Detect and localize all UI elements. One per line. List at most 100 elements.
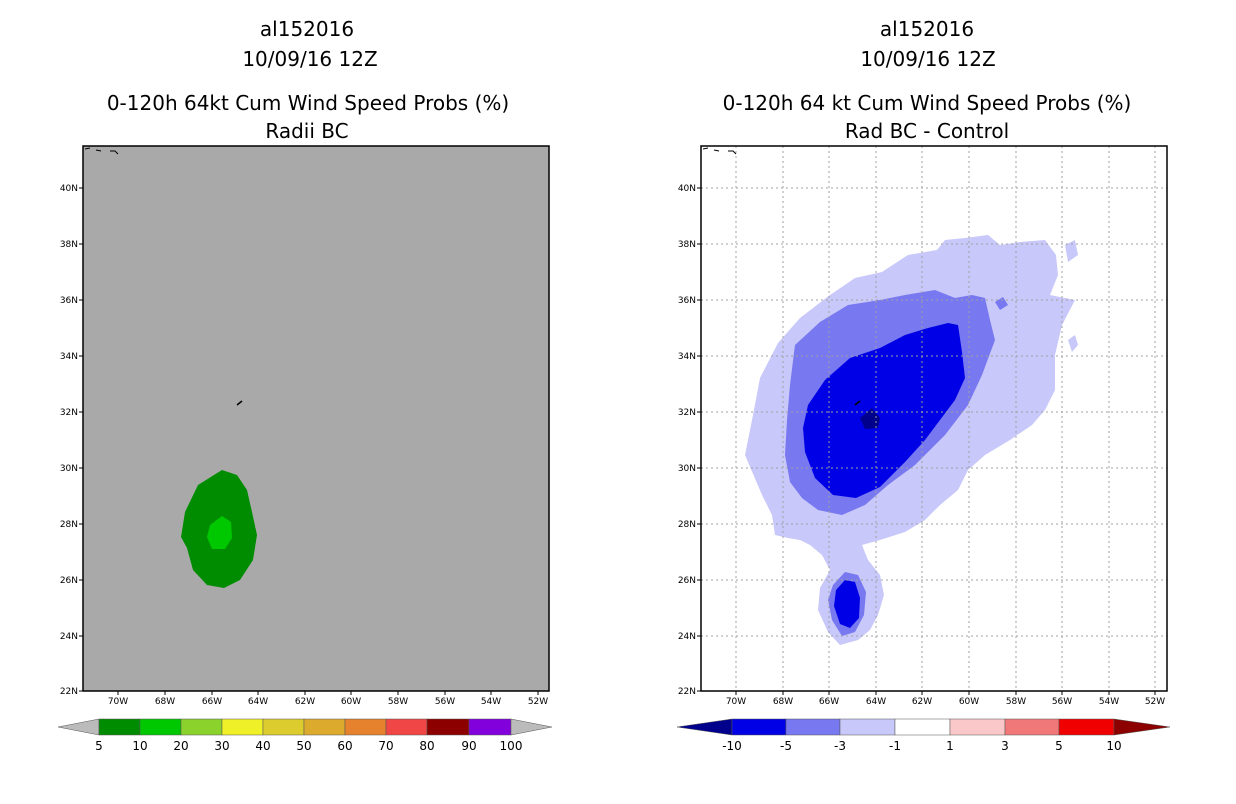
right-colorbar-bin — [894, 718, 951, 736]
left-colorbar-bin — [468, 718, 512, 736]
right-colorbar-right-arrow — [1113, 718, 1171, 736]
left-colorbar-label: 10 — [132, 739, 147, 753]
right-lat-label: 24N — [678, 632, 696, 642]
left-lon-label: 64W — [248, 697, 268, 707]
left-lon-ticks — [117, 691, 539, 695]
right-colorbar-label: -1 — [889, 739, 901, 753]
right-colorbar-label: 10 — [1106, 739, 1121, 753]
right-land-speck — [854, 400, 861, 406]
right-colorbar-bin — [1058, 718, 1115, 736]
right-colorbar-bin — [949, 718, 1006, 736]
right-diff-contour-minus1-island — [1068, 335, 1078, 352]
left-lon-label: 66W — [202, 697, 222, 707]
left-colorbar-label: 90 — [461, 739, 476, 753]
right-lat-label: 30N — [678, 464, 696, 474]
left-prob-contour-10 — [207, 516, 232, 549]
right-lat-label: 22N — [678, 687, 696, 697]
left-title: 0-120h 64kt Cum Wind Speed Probs (%) — [107, 91, 509, 115]
left-colorbar-bin — [221, 718, 264, 736]
right-lon-label: 68W — [773, 697, 793, 707]
left-subtitle: Radii BC — [265, 119, 348, 143]
right-lon-label: 54W — [1099, 697, 1119, 707]
left-colorbar-label: 60 — [337, 739, 352, 753]
right-lat-label: 28N — [678, 520, 696, 530]
right-colorbar-label: 1 — [946, 739, 954, 753]
right-colorbar-label: 3 — [1001, 739, 1009, 753]
left-lon-label: 52W — [528, 697, 548, 707]
left-lat-label: 40N — [60, 184, 78, 194]
right-panel: al152016 10/09/16 12Z 0-120h 64 kt Cum W… — [676, 17, 1171, 753]
right-diff-contour-minus5-south — [834, 580, 860, 628]
left-lat-label: 24N — [60, 632, 78, 642]
left-lon-label: 70W — [108, 697, 128, 707]
left-lat-label: 32N — [60, 408, 78, 418]
left-map-frame — [82, 145, 550, 692]
left-map-background — [83, 146, 549, 691]
right-lon-ticks — [735, 691, 1156, 695]
left-lat-label: 26N — [60, 576, 78, 586]
right-colorbar-bin — [731, 718, 787, 736]
left-lon-label: 56W — [435, 697, 455, 707]
right-grid — [701, 146, 1167, 691]
right-lon-label: 60W — [959, 697, 979, 707]
left-lat-label: 30N — [60, 464, 78, 474]
left-lat-labels: 40N 38N 36N 34N 32N 30N 28N 26N 24N 22N — [60, 184, 78, 697]
left-lat-label: 38N — [60, 240, 78, 250]
right-colorbar-bin — [785, 718, 841, 736]
right-coastline-fragment — [702, 147, 737, 155]
left-lat-label: 36N — [60, 296, 78, 306]
left-colorbar-bin — [139, 718, 182, 736]
left-colorbar-bin — [303, 718, 346, 736]
right-lat-label: 26N — [678, 576, 696, 586]
right-lon-label: 64W — [866, 697, 886, 707]
right-lat-label: 32N — [678, 408, 696, 418]
right-lon-label: 62W — [912, 697, 932, 707]
right-lat-label: 40N — [678, 184, 696, 194]
left-panel: al152016 10/09/16 12Z 0-120h 64kt Cum Wi… — [57, 17, 553, 753]
left-lat-ticks — [79, 187, 83, 692]
right-lon-label: 56W — [1052, 697, 1072, 707]
left-land-speck — [236, 400, 243, 406]
right-colorbar-label: -10 — [722, 739, 742, 753]
left-lat-label: 34N — [60, 352, 78, 362]
right-diff-contour-minus5 — [803, 323, 965, 498]
right-diff-contour-minus1-island — [1065, 240, 1078, 262]
left-colorbar-label: 20 — [173, 739, 188, 753]
left-colorbar-bin — [262, 718, 305, 736]
left-lon-label: 58W — [388, 697, 408, 707]
left-colorbar-label: 50 — [296, 739, 311, 753]
right-diff-contour-minus10 — [860, 408, 880, 429]
right-lon-labels: 70W 68W 66W 64W 62W 60W 58W 56W 54W 52W — [726, 697, 1165, 707]
right-colorbar — [676, 718, 1171, 736]
right-colorbar-label: -3 — [834, 739, 846, 753]
left-lon-label: 68W — [155, 697, 175, 707]
right-colorbar-bin — [839, 718, 896, 736]
left-lat-label: 28N — [60, 520, 78, 530]
left-colorbar-bin — [98, 718, 141, 736]
left-colorbar-bin — [180, 718, 223, 736]
right-subtitle: Rad BC - Control — [845, 119, 1009, 143]
left-colorbar-left-arrow — [57, 718, 100, 736]
left-lon-label: 62W — [295, 697, 315, 707]
right-lat-label: 38N — [678, 240, 696, 250]
left-colorbar — [57, 718, 553, 736]
right-lat-ticks — [697, 187, 701, 692]
right-colorbar-bin — [1004, 718, 1060, 736]
left-coastline-fragment — [84, 147, 119, 155]
right-colorbar-label: -5 — [780, 739, 792, 753]
left-storm-id: al152016 — [260, 17, 354, 41]
right-colorbar-left-arrow — [676, 718, 733, 736]
left-lat-label: 22N — [60, 687, 78, 697]
left-colorbar-labels: 5 10 20 30 40 50 60 70 80 90 100 — [95, 739, 522, 753]
left-colorbar-label: 40 — [255, 739, 270, 753]
right-lat-label: 36N — [678, 296, 696, 306]
left-colorbar-label: 80 — [419, 739, 434, 753]
right-lon-label: 58W — [1006, 697, 1026, 707]
left-colorbar-bin — [426, 718, 470, 736]
left-colorbar-bin — [385, 718, 428, 736]
left-lon-label: 54W — [481, 697, 501, 707]
left-datetime: 10/09/16 12Z — [242, 47, 377, 71]
left-colorbar-label: 100 — [500, 739, 523, 753]
left-colorbar-bin — [344, 718, 387, 736]
